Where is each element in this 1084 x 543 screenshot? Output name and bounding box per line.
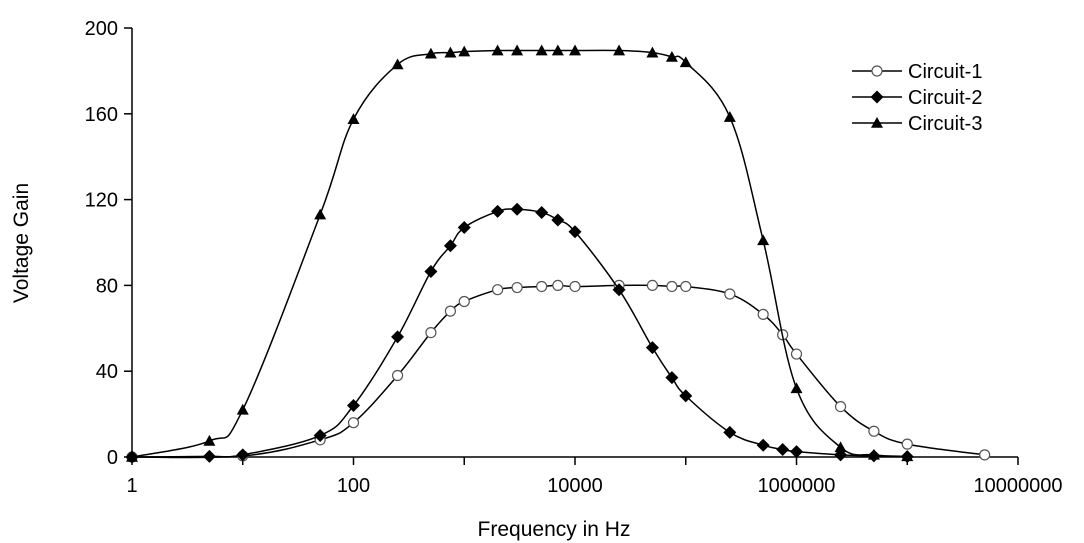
data-point (613, 44, 626, 56)
data-point (868, 425, 880, 437)
data-point (551, 213, 565, 227)
data-point (457, 220, 471, 234)
data-point (391, 330, 405, 344)
series-layer (125, 44, 991, 464)
data-point (757, 308, 769, 320)
data-point (665, 50, 678, 62)
data-point (979, 449, 991, 461)
data-point (236, 448, 250, 462)
axes: 0 40 80 120 160 200 1 100 10000 1000000 10000000 (85, 18, 1063, 497)
data-point (790, 382, 803, 394)
data-point (510, 202, 524, 216)
data-point (535, 205, 549, 219)
series-circuit-3 (126, 44, 914, 462)
data-point (458, 45, 471, 57)
data-point (424, 47, 437, 59)
y-tick-label: 40 (96, 361, 118, 383)
data-point (569, 280, 581, 293)
data-point (679, 56, 692, 68)
data-point (511, 44, 524, 56)
legend-marker (870, 90, 884, 104)
data-point (491, 44, 504, 56)
data-point (202, 449, 216, 463)
data-point (236, 403, 249, 415)
series-line-circuit-2 (131, 208, 908, 458)
y-tick-label: 160 (85, 104, 118, 126)
data-point (444, 46, 457, 58)
y-tick-label: 200 (85, 18, 118, 40)
data-point (424, 264, 438, 278)
series-line-circuit-3 (131, 49, 908, 458)
data-point (551, 44, 564, 56)
data-point (425, 326, 437, 339)
data-point (568, 225, 582, 239)
y-tick-label: 120 (85, 190, 118, 212)
legend: Circuit-1 Circuit-2 Circuit-3 (852, 61, 982, 135)
x-tick-label: 1000000 (758, 475, 836, 497)
data-point (314, 208, 327, 220)
x-tick-label: 10000 (547, 475, 603, 497)
data-point (723, 425, 737, 439)
legend-item-circuit-1: Circuit-1 (852, 61, 982, 83)
x-tick-label: 100 (337, 475, 370, 497)
data-point (776, 442, 790, 456)
y-axis-title: Voltage Gain (10, 183, 33, 303)
data-point (867, 448, 880, 460)
legend-item-circuit-2: Circuit-2 (852, 87, 982, 109)
legend-marker (871, 117, 883, 128)
data-point (491, 284, 504, 296)
data-point (444, 305, 457, 317)
data-point (834, 441, 847, 453)
x-tick-label: 10000000 (974, 475, 1063, 497)
legend-label: Circuit-2 (908, 87, 982, 109)
data-point (901, 438, 913, 450)
data-point (347, 417, 360, 429)
data-point (901, 450, 914, 462)
data-point (645, 341, 659, 355)
data-point (680, 280, 692, 293)
data-point (666, 280, 678, 293)
data-point (724, 288, 736, 300)
series-circuit-1 (126, 279, 991, 463)
data-point (569, 44, 581, 56)
data-point (391, 369, 404, 382)
legend-item-circuit-3: Circuit-3 (852, 113, 982, 135)
y-tick-label: 0 (107, 447, 118, 469)
data-point (536, 280, 548, 293)
data-point (612, 283, 626, 297)
data-point (756, 438, 770, 452)
data-point (665, 371, 679, 385)
legend-label: Circuit-3 (908, 113, 982, 135)
x-tick-label: 1 (126, 475, 137, 497)
data-point (203, 434, 216, 446)
data-point (757, 234, 770, 246)
data-point (535, 44, 548, 56)
data-point (834, 400, 847, 413)
legend-label: Circuit-1 (908, 61, 982, 83)
data-point (313, 429, 327, 443)
data-point (790, 348, 803, 360)
data-point (723, 111, 736, 122)
data-point (347, 113, 360, 124)
series-circuit-2 (125, 202, 914, 464)
data-point (347, 399, 360, 413)
x-axis-title: Frequency in Hz (478, 518, 631, 541)
legend-marker (871, 65, 883, 77)
data-point (679, 389, 693, 403)
data-point (126, 451, 138, 462)
y-tick-label: 80 (96, 275, 118, 297)
data-point (646, 46, 659, 58)
data-point (443, 239, 457, 253)
data-point (391, 58, 404, 70)
data-point (646, 279, 659, 291)
data-point (552, 279, 564, 291)
data-point (511, 281, 523, 294)
data-point (458, 295, 470, 308)
data-point (491, 204, 505, 218)
data-point (790, 445, 803, 459)
